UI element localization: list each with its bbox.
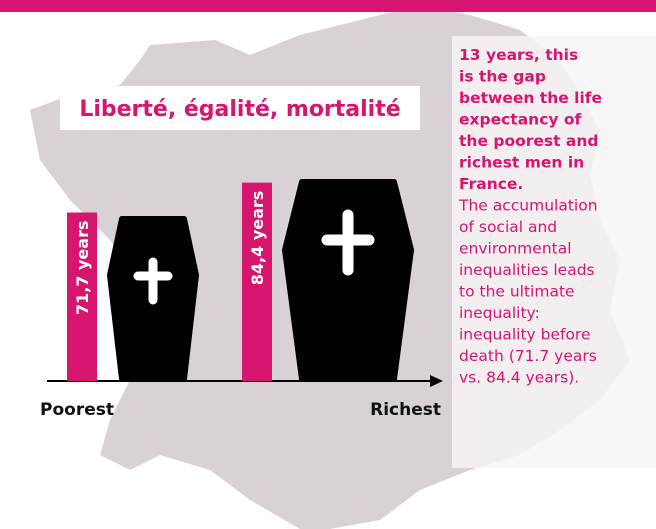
category-label: Poorest <box>40 400 114 420</box>
body-line: environmental <box>459 240 572 258</box>
coffin <box>282 179 414 382</box>
value-label: 71,7 years <box>73 221 92 316</box>
axis-arrow <box>430 375 443 387</box>
coffin <box>107 216 199 382</box>
body-line: inequality before <box>459 326 591 344</box>
body-line: The accumulation <box>458 197 598 215</box>
body-line: death (71.7 years <box>459 347 597 365</box>
headline-line: the poorest and <box>459 132 599 150</box>
text-panel <box>452 36 656 468</box>
title-box <box>60 86 420 130</box>
headline-line: richest men in <box>459 154 584 172</box>
body-line: inequalities leads <box>459 261 595 279</box>
top-band <box>0 0 656 12</box>
headline-line: expectancy of <box>459 111 582 129</box>
body-line: vs. 84.4 years). <box>459 369 579 387</box>
headline-line: France. <box>459 175 523 193</box>
headline-line: 13 years, this <box>459 46 578 64</box>
body-line: of social and <box>459 218 557 236</box>
value-label: 84,4 years <box>248 191 267 286</box>
bar <box>242 182 272 381</box>
headline-line: between the life <box>459 89 602 107</box>
category-label: Richest <box>370 400 441 420</box>
body-line: to the ultimate <box>459 283 575 301</box>
bar <box>67 212 97 381</box>
body-line: inequality: <box>459 304 540 322</box>
headline-line: is the gap <box>459 68 546 86</box>
coffin-body <box>282 179 414 382</box>
chart-title: Liberté, égalité, mortalité <box>79 97 400 122</box>
cross <box>133 257 173 305</box>
cross <box>321 209 375 276</box>
